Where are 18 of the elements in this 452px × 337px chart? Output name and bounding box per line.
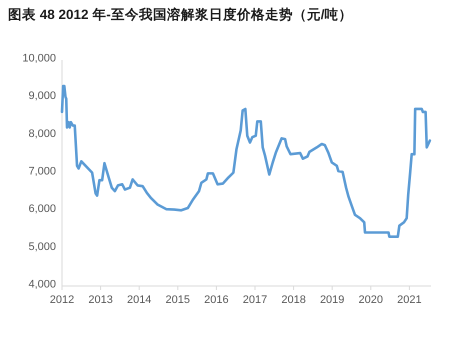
x-tick-label: 2019 (320, 294, 344, 306)
x-tick-label: 2020 (358, 294, 384, 306)
y-tick-label: 8,000 (28, 128, 56, 140)
chart-title: 图表 48 2012 年-至今我国溶解浆日度价格走势（元/吨） (8, 6, 353, 22)
x-tick-label: 2016 (204, 294, 229, 306)
x-tick-label: 2021 (397, 294, 422, 306)
y-tick-label: 5,000 (28, 240, 56, 253)
x-tick-label: 2014 (126, 294, 152, 306)
x-tick-label: 2012 (50, 294, 74, 306)
y-tick-label: 7,000 (28, 166, 56, 178)
x-tick-label: 2018 (281, 294, 306, 306)
x-tick-label: 2015 (166, 294, 190, 306)
y-tick-label: 4,000 (28, 278, 56, 290)
y-tick-label: 6,000 (28, 203, 56, 216)
y-tick-label: 10,000 (22, 52, 56, 64)
x-tick-label: 2013 (88, 294, 113, 306)
x-tick-label: 2017 (242, 294, 268, 306)
y-tick-label: 9,000 (28, 90, 56, 102)
